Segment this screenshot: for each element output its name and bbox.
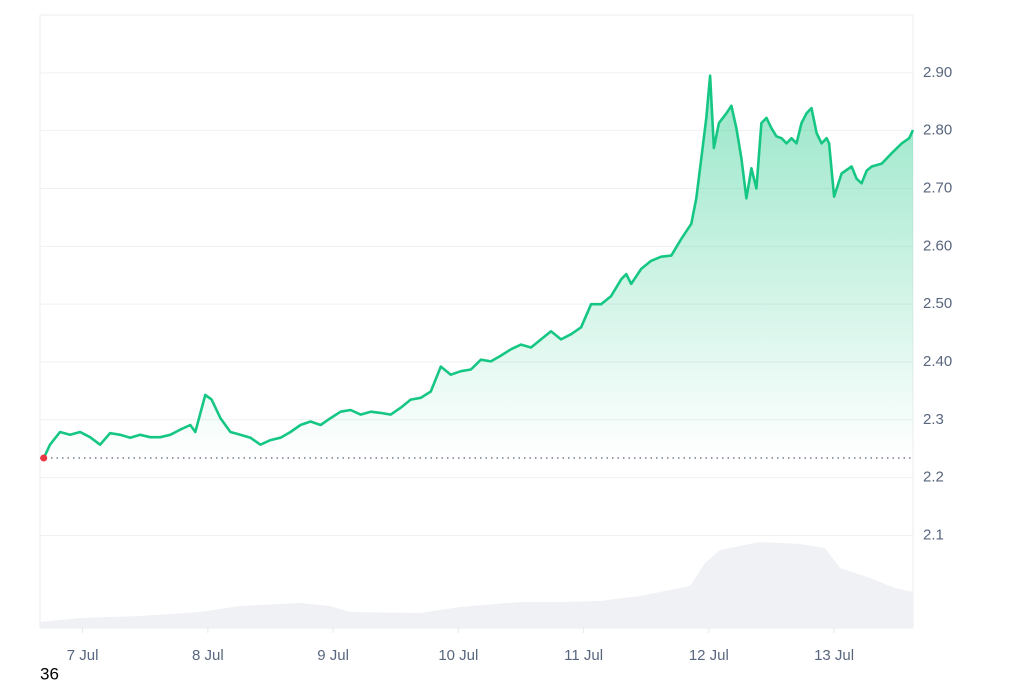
y-tick-label: 2.3	[923, 411, 944, 428]
y-tick-label: 2.90	[923, 64, 952, 81]
y-tick-label: 2.50	[923, 295, 952, 312]
x-tick-label: 7 Jul	[67, 647, 99, 664]
volume-area	[40, 542, 913, 628]
y-tick-label: 2.40	[923, 353, 952, 370]
x-tick-label: 8 Jul	[192, 647, 224, 664]
price-area	[43, 75, 914, 458]
y-tick-label: 2.60	[923, 237, 952, 254]
y-tick-label: 2.70	[923, 179, 952, 196]
corner-label: 36	[40, 664, 59, 683]
start-point	[40, 454, 48, 462]
y-tick-label: 2.2	[923, 469, 944, 486]
x-tick-label: 11 Jul	[564, 647, 603, 664]
x-tick-label: 9 Jul	[317, 647, 349, 664]
x-tick-label: 13 Jul	[814, 647, 854, 664]
price-line	[42, 74, 915, 459]
y-tick-label: 2.80	[923, 122, 952, 139]
x-tick-label: 12 Jul	[689, 647, 729, 664]
y-tick-label: 2.1	[923, 526, 944, 543]
x-tick-label: 10 Jul	[438, 647, 478, 664]
